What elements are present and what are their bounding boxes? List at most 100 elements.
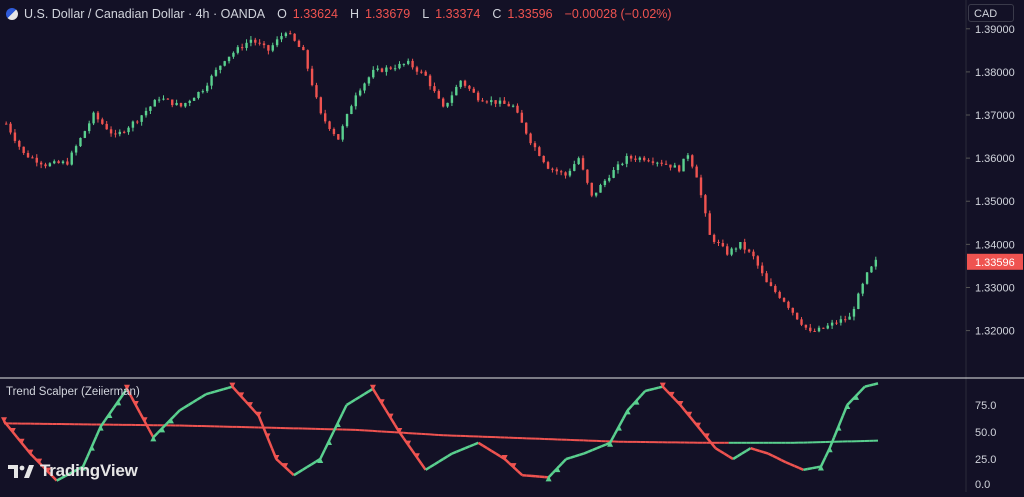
fast-line-segment	[786, 462, 790, 464]
candle-body	[241, 47, 243, 48]
candle-body	[446, 103, 448, 107]
candle-body	[429, 76, 431, 87]
fast-line-segment	[869, 384, 873, 385]
open-label: O	[277, 7, 287, 21]
candle-body	[27, 153, 29, 157]
last-price-label: 1.33596	[975, 257, 1015, 269]
candle-body	[534, 143, 536, 147]
candle-body	[796, 313, 798, 320]
candle-body	[634, 159, 636, 160]
candle-body	[848, 317, 850, 320]
candle-body	[494, 100, 496, 104]
symbol-header: U.S. Dollar / Canadian Dollar · 4h · OAN…	[6, 6, 672, 22]
fast-line-segment	[751, 448, 755, 449]
fast-line-segment	[588, 450, 592, 452]
candle-body	[490, 100, 492, 102]
candle-body	[92, 113, 94, 124]
candle-body	[468, 86, 470, 89]
candle-body	[577, 158, 579, 164]
candle-body	[280, 36, 282, 39]
candle-body	[376, 69, 378, 70]
change-value: −0.00028 (−0.02%)	[565, 7, 672, 21]
tradingview-brand[interactable]: TradingView	[8, 461, 138, 481]
candle-body	[564, 172, 566, 175]
candle-body	[757, 256, 759, 265]
candle-body	[390, 68, 392, 69]
fast-line-segment	[799, 468, 803, 470]
price-tick-label: 1.35000	[975, 196, 1015, 208]
candle-body	[665, 164, 667, 165]
tradingview-logo-icon	[8, 463, 34, 479]
candle-body	[691, 155, 693, 166]
indicator-tick-label: 75.0	[975, 400, 996, 412]
candle-body	[320, 97, 322, 113]
candle-body	[149, 107, 151, 111]
candle-body	[713, 235, 715, 242]
candle-body	[695, 167, 697, 178]
candle-body	[516, 106, 518, 113]
candle-body	[359, 91, 361, 96]
candle-body	[228, 57, 230, 61]
candle-body	[827, 326, 829, 329]
candle-body	[582, 158, 584, 169]
price-tick-label: 1.36000	[975, 153, 1015, 165]
candle-body	[608, 178, 610, 181]
fast-line-segment	[575, 455, 579, 456]
candle-body	[84, 131, 86, 138]
candle-body	[123, 132, 125, 133]
candle-body	[180, 103, 182, 106]
candle-body	[503, 101, 505, 104]
candle-body	[744, 242, 746, 250]
candle-body	[643, 158, 645, 161]
fast-line-segment	[210, 392, 214, 393]
symbol-title[interactable]: U.S. Dollar / Canadian Dollar · 4h · OAN…	[24, 7, 265, 21]
fast-line-segment	[597, 446, 601, 448]
fast-line-segment	[808, 468, 812, 469]
candle-body	[193, 98, 195, 101]
candle-body	[202, 91, 204, 92]
price-tick-label: 1.38000	[975, 67, 1015, 79]
candle-body	[551, 169, 553, 170]
candle-body	[5, 124, 7, 125]
candle-body	[206, 86, 208, 92]
candle-body	[521, 113, 523, 123]
candle-body	[398, 64, 400, 68]
candle-body	[617, 164, 619, 170]
fast-line-segment	[452, 452, 456, 454]
candle-body	[722, 243, 724, 246]
candle-body	[805, 325, 807, 328]
fast-line-segment	[461, 448, 465, 450]
candle-body	[119, 132, 121, 134]
candle-body	[272, 45, 274, 50]
candle-body	[215, 70, 217, 76]
us-flag-icon	[6, 8, 18, 20]
open-value: 1.33624	[293, 7, 338, 21]
currency-button[interactable]: CAD	[968, 4, 1014, 22]
candle-body	[328, 121, 330, 129]
candle-body	[363, 83, 365, 90]
indicator-title[interactable]: Trend Scalper (Zeiierman)	[6, 386, 140, 398]
candle-body	[822, 328, 824, 329]
candle-body	[770, 282, 772, 286]
candle-body	[831, 323, 833, 326]
candle-body	[473, 89, 475, 93]
candle-body	[355, 95, 357, 106]
candle-body	[145, 111, 147, 115]
candle-body	[674, 165, 676, 167]
candle-body	[407, 61, 409, 64]
candle-body	[293, 34, 295, 41]
candle-body	[276, 39, 278, 45]
fast-line-segment	[812, 467, 816, 468]
candle-body	[735, 249, 737, 250]
candle-body	[315, 85, 317, 97]
candle-body	[154, 100, 156, 107]
candle-body	[210, 76, 212, 86]
fast-line-segment	[456, 450, 460, 452]
candle-body	[263, 43, 265, 45]
candle-body	[337, 134, 339, 140]
candle-body	[560, 171, 562, 172]
candle-body	[372, 70, 374, 77]
candle-body	[818, 328, 820, 332]
